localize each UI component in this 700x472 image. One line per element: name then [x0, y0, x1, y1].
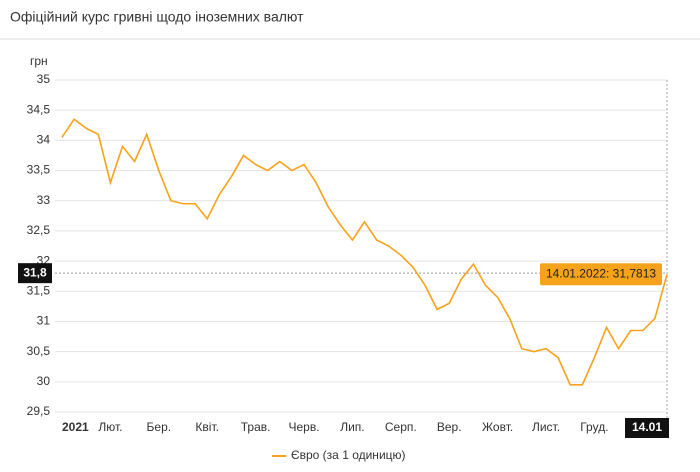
x-tick-label: Лют. — [98, 420, 122, 434]
y-tick-label: 30,5 — [27, 344, 51, 358]
x-tick-label: Вер. — [437, 420, 462, 434]
y-tick-label: 29,5 — [27, 404, 51, 418]
x-tick-label: Лист. — [532, 420, 560, 434]
current-label: 31,8 — [23, 265, 47, 279]
line — [61, 118, 668, 386]
x-tick-label: 14.01 — [632, 420, 662, 434]
x-tick-label: Жовт. — [482, 420, 513, 434]
y-tick-label: 31 — [37, 314, 51, 328]
annotation-box — [540, 263, 662, 286]
x-tick-label: Трав. — [241, 420, 271, 434]
y-tick-label: 34 — [37, 133, 51, 147]
y-tick-label: 35 — [37, 72, 51, 86]
x-tick-label: 2021 — [62, 420, 89, 434]
x-tick-label: Квіт. — [195, 420, 219, 434]
current-badge — [18, 263, 52, 284]
y-tick-label: 30 — [37, 374, 51, 388]
y-tick-label: 34,5 — [27, 102, 51, 116]
chart-title: Офіційний курс гривні щодо іноземних вал… — [10, 9, 304, 25]
legend-label: Євро (за 1 одиницю) — [291, 448, 406, 462]
y-tick-label: 32,5 — [27, 223, 51, 237]
x-tick-label: Черв. — [288, 420, 319, 434]
annotation-label: 14.01.2022: 31,7813 — [546, 266, 656, 280]
x-tick-label: Серп. — [385, 420, 417, 434]
y-tick-label: 33 — [37, 193, 51, 207]
x-tick-label: Груд. — [580, 420, 608, 434]
x-current-badge — [625, 418, 669, 438]
x-tick-label: Лип. — [340, 420, 364, 434]
x-tick-label: Бер. — [147, 420, 172, 434]
y-tick-label: 31,5 — [27, 283, 51, 297]
y-axis-label: грн — [30, 54, 48, 68]
y-tick-label: 33,5 — [27, 163, 51, 177]
